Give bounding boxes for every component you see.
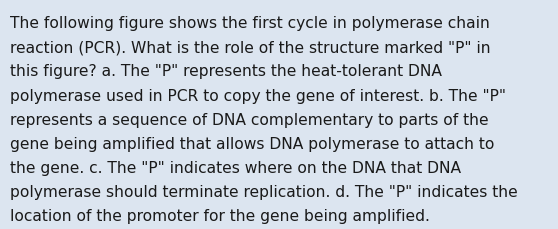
Text: reaction (PCR). What is the role of the structure marked "P" in: reaction (PCR). What is the role of the … <box>10 40 490 55</box>
Text: the gene. c. The "P" indicates where on the DNA that DNA: the gene. c. The "P" indicates where on … <box>10 160 461 175</box>
Text: gene being amplified that allows DNA polymerase to attach to: gene being amplified that allows DNA pol… <box>10 136 494 151</box>
Text: this figure? a. The "P" represents the heat-tolerant DNA: this figure? a. The "P" represents the h… <box>10 64 442 79</box>
Text: location of the promoter for the gene being amplified.: location of the promoter for the gene be… <box>10 208 430 223</box>
Text: represents a sequence of DNA complementary to parts of the: represents a sequence of DNA complementa… <box>10 112 489 127</box>
Text: polymerase used in PCR to copy the gene of interest. b. The "P": polymerase used in PCR to copy the gene … <box>10 88 506 103</box>
Text: polymerase should terminate replication. d. The "P" indicates the: polymerase should terminate replication.… <box>10 184 518 199</box>
Text: The following figure shows the first cycle in polymerase chain: The following figure shows the first cyc… <box>10 16 490 31</box>
